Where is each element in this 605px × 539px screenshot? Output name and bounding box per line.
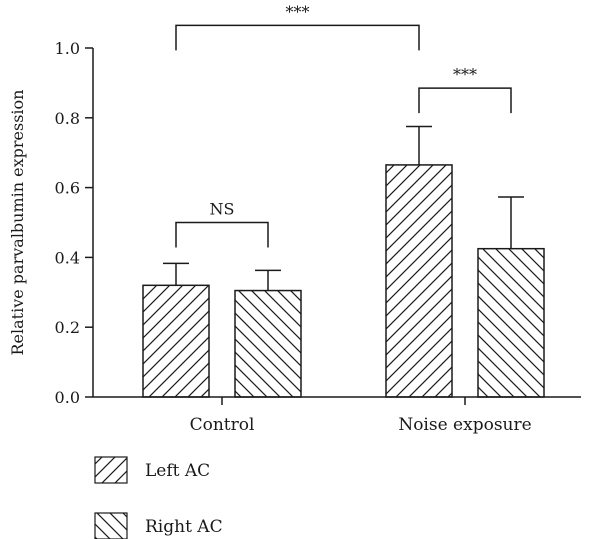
y-tick-label: 0.2 (55, 318, 80, 337)
significance-bracket (175, 24, 420, 51)
bar (142, 284, 210, 398)
legend-label: Left AC (145, 461, 210, 481)
y-axis-title: Relative parvalbumin expression (8, 90, 27, 356)
y-tick-label: 0.8 (55, 109, 80, 128)
legend-label: Right AC (145, 517, 223, 537)
bar (234, 289, 302, 398)
legend-swatch (94, 512, 128, 539)
bar (385, 164, 453, 398)
y-tick-label: 0.0 (55, 388, 80, 407)
axes: 0.0 0.2 0.4 0.6 0.8 1.0 Relative parvalbumin e… (8, 39, 581, 435)
y-tick-label: 0.6 (55, 179, 80, 198)
significance-bracket (418, 87, 512, 114)
legend-swatch (94, 456, 128, 484)
significance-label: *** (286, 2, 310, 21)
y-tick-label: 0.4 (55, 248, 80, 267)
bar (477, 247, 545, 398)
significance-label: NS (210, 200, 235, 219)
x-tick-label: Control (190, 415, 255, 435)
legend: Left AC Right AC (94, 456, 223, 539)
x-tick-label: Noise exposure (398, 415, 531, 435)
y-tick-label: 1.0 (55, 39, 80, 58)
significance-bracket (175, 221, 269, 248)
significance-label: *** (453, 65, 477, 84)
significance-annotations: NS *** *** (175, 2, 512, 248)
bars (142, 125, 545, 398)
